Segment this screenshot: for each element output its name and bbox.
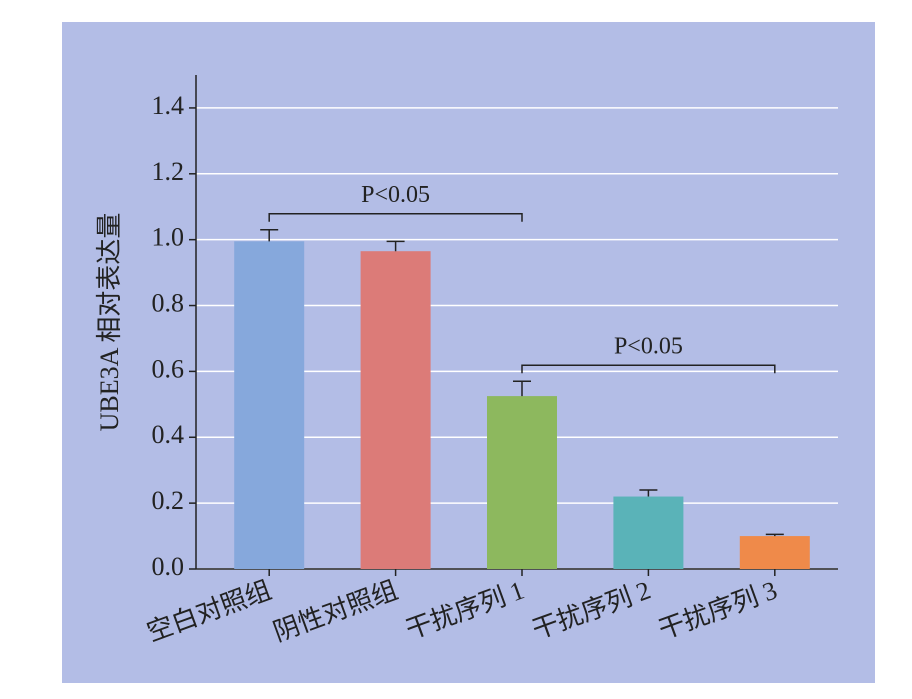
y-tick-label: 1.2	[152, 157, 185, 186]
bar	[487, 396, 557, 569]
bar	[739, 536, 810, 569]
significance-label: P<0.05	[614, 333, 683, 359]
bar	[613, 496, 684, 569]
y-tick-label: 1.4	[152, 91, 185, 120]
significance-bracket	[521, 364, 776, 374]
significance-bracket	[268, 213, 523, 222]
y-tick-label: 0.4	[152, 420, 185, 449]
y-tick-label: 0.2	[152, 486, 185, 515]
y-tick-label: 0.8	[152, 289, 185, 318]
bar	[360, 251, 431, 569]
y-tick-label: 0.6	[152, 354, 185, 383]
error-bar	[513, 380, 531, 397]
bar	[234, 241, 305, 569]
y-tick-label: 0.0	[152, 552, 185, 581]
error-bar	[765, 533, 784, 537]
error-bar	[260, 229, 279, 242]
error-bar	[639, 489, 658, 497]
error-bar	[386, 240, 405, 252]
significance-label: P<0.05	[361, 182, 430, 208]
panel	[62, 22, 875, 683]
y-tick-label: 1.0	[152, 223, 185, 252]
y-axis-label: UBE3A 相对表达量	[95, 213, 124, 432]
